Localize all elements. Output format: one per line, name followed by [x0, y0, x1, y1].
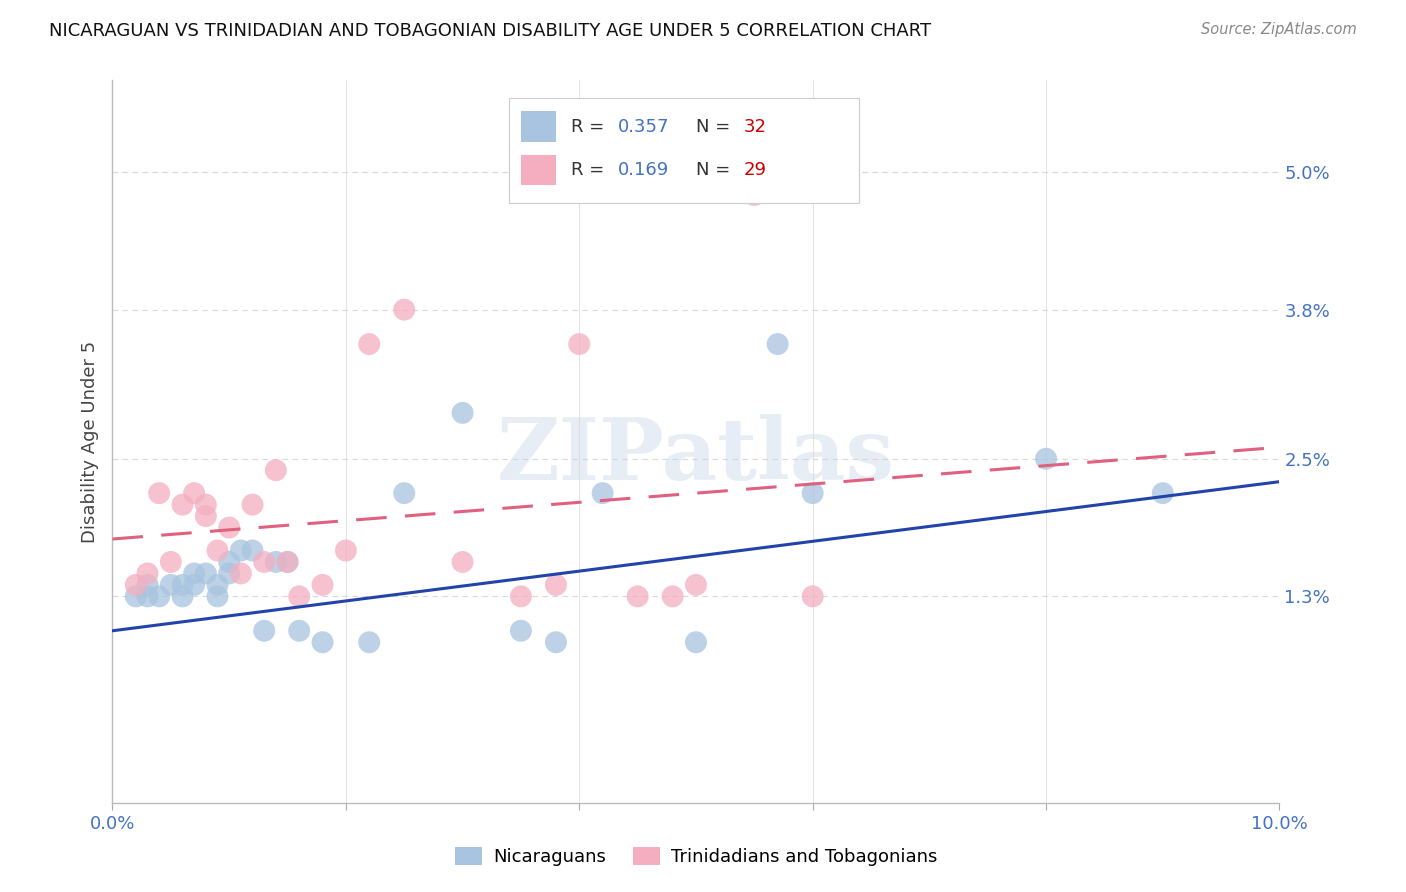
Text: N =: N =	[696, 161, 735, 179]
Point	[685, 578, 707, 592]
Point	[207, 543, 229, 558]
Point	[801, 590, 824, 604]
Point	[172, 498, 194, 512]
Point	[172, 578, 194, 592]
Text: R =: R =	[571, 118, 610, 136]
Point	[544, 635, 567, 649]
Point	[183, 566, 205, 581]
Point	[592, 486, 614, 500]
Point	[194, 509, 217, 524]
Point	[801, 486, 824, 500]
Point	[509, 590, 531, 604]
Point	[335, 543, 357, 558]
FancyBboxPatch shape	[509, 98, 859, 203]
Point	[207, 578, 229, 592]
Point	[509, 624, 531, 638]
Text: R =: R =	[571, 161, 610, 179]
Point	[229, 566, 252, 581]
FancyBboxPatch shape	[520, 112, 555, 142]
Point	[627, 590, 650, 604]
Point	[359, 337, 381, 351]
Point	[253, 624, 276, 638]
Point	[544, 578, 567, 592]
Point	[160, 578, 183, 592]
Point	[264, 463, 287, 477]
Point	[288, 590, 311, 604]
Text: 29: 29	[744, 161, 766, 179]
Y-axis label: Disability Age Under 5: Disability Age Under 5	[80, 341, 98, 542]
Point	[125, 578, 148, 592]
Point	[183, 578, 205, 592]
Point	[394, 486, 416, 500]
Text: Source: ZipAtlas.com: Source: ZipAtlas.com	[1201, 22, 1357, 37]
Point	[136, 578, 159, 592]
Point	[136, 590, 159, 604]
Point	[288, 624, 311, 638]
Point	[451, 406, 474, 420]
Point	[359, 635, 381, 649]
Point	[125, 590, 148, 604]
Point	[218, 520, 240, 534]
Point	[242, 543, 264, 558]
Legend: Nicaraguans, Trinidadians and Tobagonians: Nicaraguans, Trinidadians and Tobagonian…	[447, 839, 945, 873]
Point	[276, 555, 298, 569]
Point	[394, 302, 416, 317]
Point	[1035, 451, 1057, 466]
Point	[451, 555, 474, 569]
Point	[276, 555, 298, 569]
Point	[207, 590, 229, 604]
Point	[148, 486, 170, 500]
Text: 32: 32	[744, 118, 766, 136]
Text: ZIPatlas: ZIPatlas	[496, 414, 896, 498]
FancyBboxPatch shape	[520, 154, 555, 185]
Point	[253, 555, 276, 569]
Point	[742, 188, 765, 202]
Point	[1152, 486, 1174, 500]
Point	[136, 566, 159, 581]
Point	[242, 498, 264, 512]
Point	[311, 635, 333, 649]
Point	[148, 590, 170, 604]
Point	[218, 555, 240, 569]
Point	[172, 590, 194, 604]
Point	[264, 555, 287, 569]
Point	[183, 486, 205, 500]
Text: NICARAGUAN VS TRINIDADIAN AND TOBAGONIAN DISABILITY AGE UNDER 5 CORRELATION CHAR: NICARAGUAN VS TRINIDADIAN AND TOBAGONIAN…	[49, 22, 931, 40]
Point	[311, 578, 333, 592]
Text: N =: N =	[696, 118, 735, 136]
Point	[194, 566, 217, 581]
Text: 0.357: 0.357	[617, 118, 669, 136]
Point	[194, 498, 217, 512]
Point	[661, 590, 683, 604]
Point	[160, 555, 183, 569]
Point	[766, 337, 789, 351]
Point	[218, 566, 240, 581]
Point	[685, 635, 707, 649]
Text: 0.169: 0.169	[617, 161, 669, 179]
Point	[568, 337, 591, 351]
Point	[229, 543, 252, 558]
